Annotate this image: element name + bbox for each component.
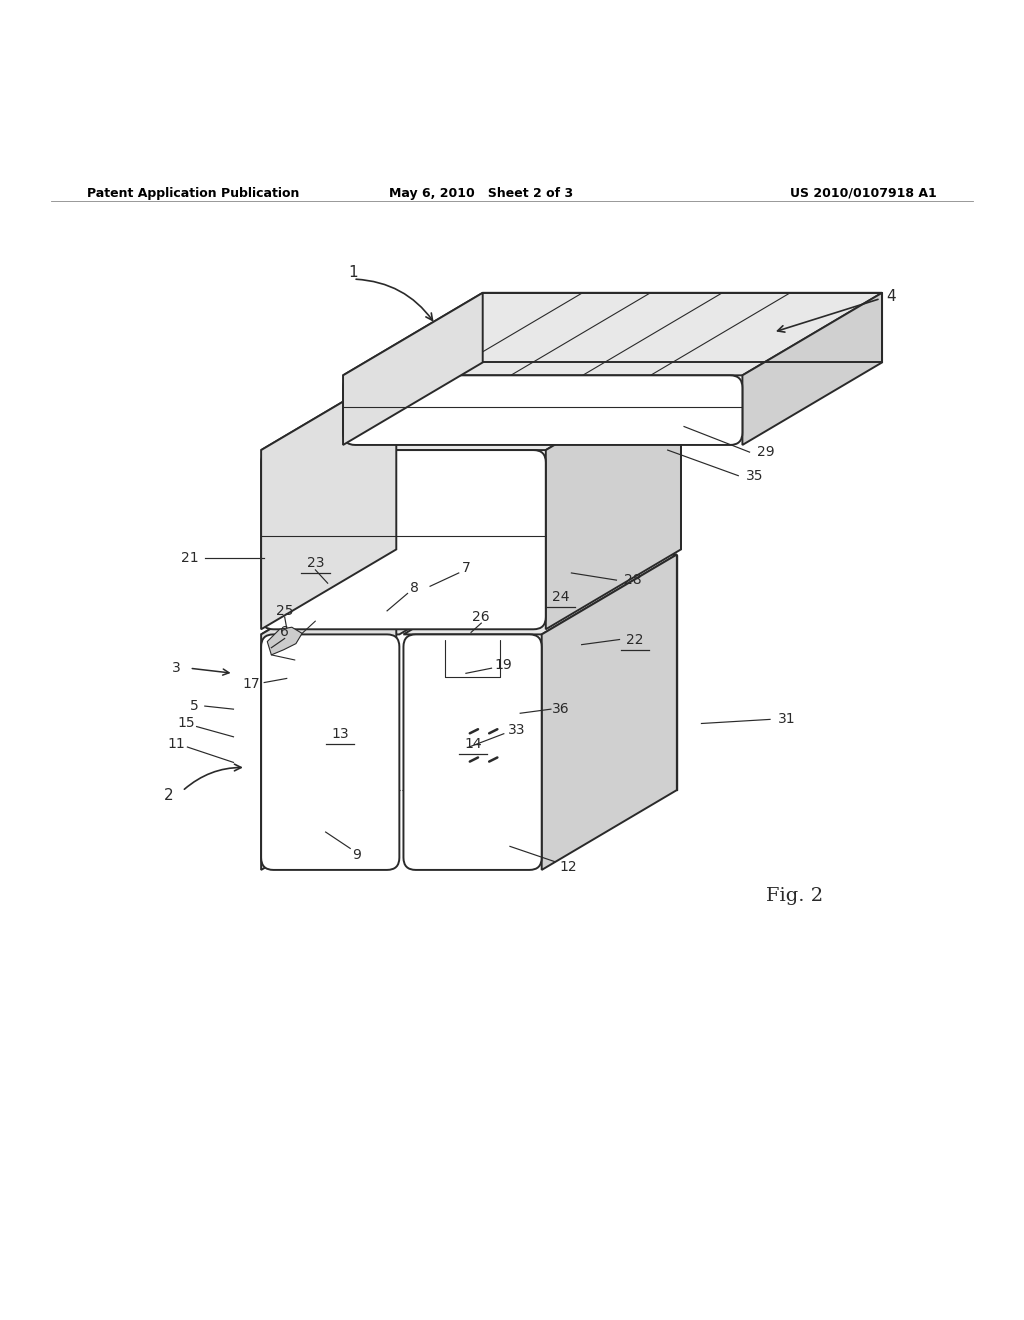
Text: 24: 24 [552, 590, 570, 603]
Text: Fig. 2: Fig. 2 [766, 887, 823, 904]
Text: 23: 23 [306, 556, 325, 570]
Text: Patent Application Publication: Patent Application Publication [87, 187, 299, 199]
FancyBboxPatch shape [403, 635, 542, 870]
FancyBboxPatch shape [343, 375, 742, 445]
Text: 15: 15 [177, 717, 196, 730]
Text: 36: 36 [552, 702, 570, 717]
Text: 8: 8 [411, 581, 419, 595]
Polygon shape [261, 554, 535, 635]
Text: 3: 3 [172, 661, 180, 676]
Text: 13: 13 [331, 727, 349, 741]
Text: 1: 1 [348, 265, 358, 280]
Text: 11: 11 [167, 737, 185, 751]
Polygon shape [261, 370, 396, 630]
Polygon shape [542, 554, 677, 870]
Text: 2: 2 [164, 788, 174, 803]
Text: 14: 14 [464, 737, 482, 751]
Polygon shape [261, 370, 681, 450]
Polygon shape [267, 627, 302, 655]
Text: 29: 29 [757, 445, 775, 459]
Text: 28: 28 [624, 573, 642, 587]
Text: 21: 21 [180, 550, 199, 565]
Polygon shape [261, 554, 396, 870]
Text: 7: 7 [462, 561, 470, 574]
Text: 22: 22 [626, 632, 644, 647]
FancyBboxPatch shape [261, 635, 399, 870]
Text: 25: 25 [275, 603, 294, 618]
Text: May 6, 2010   Sheet 2 of 3: May 6, 2010 Sheet 2 of 3 [389, 187, 573, 199]
Text: 4: 4 [886, 289, 896, 304]
Text: 9: 9 [352, 847, 360, 862]
Text: 35: 35 [745, 469, 764, 483]
Text: 17: 17 [242, 677, 260, 690]
Text: 33: 33 [508, 722, 526, 737]
FancyBboxPatch shape [261, 450, 546, 630]
Polygon shape [546, 370, 681, 630]
Polygon shape [343, 293, 882, 375]
Text: 19: 19 [495, 659, 513, 672]
Text: 31: 31 [777, 713, 796, 726]
Polygon shape [742, 293, 882, 445]
Text: US 2010/0107918 A1: US 2010/0107918 A1 [791, 187, 937, 199]
Text: 6: 6 [281, 626, 289, 639]
Polygon shape [343, 293, 482, 445]
Polygon shape [403, 554, 677, 635]
Text: 5: 5 [190, 700, 199, 713]
Text: 26: 26 [472, 610, 490, 624]
Text: 12: 12 [559, 859, 578, 874]
